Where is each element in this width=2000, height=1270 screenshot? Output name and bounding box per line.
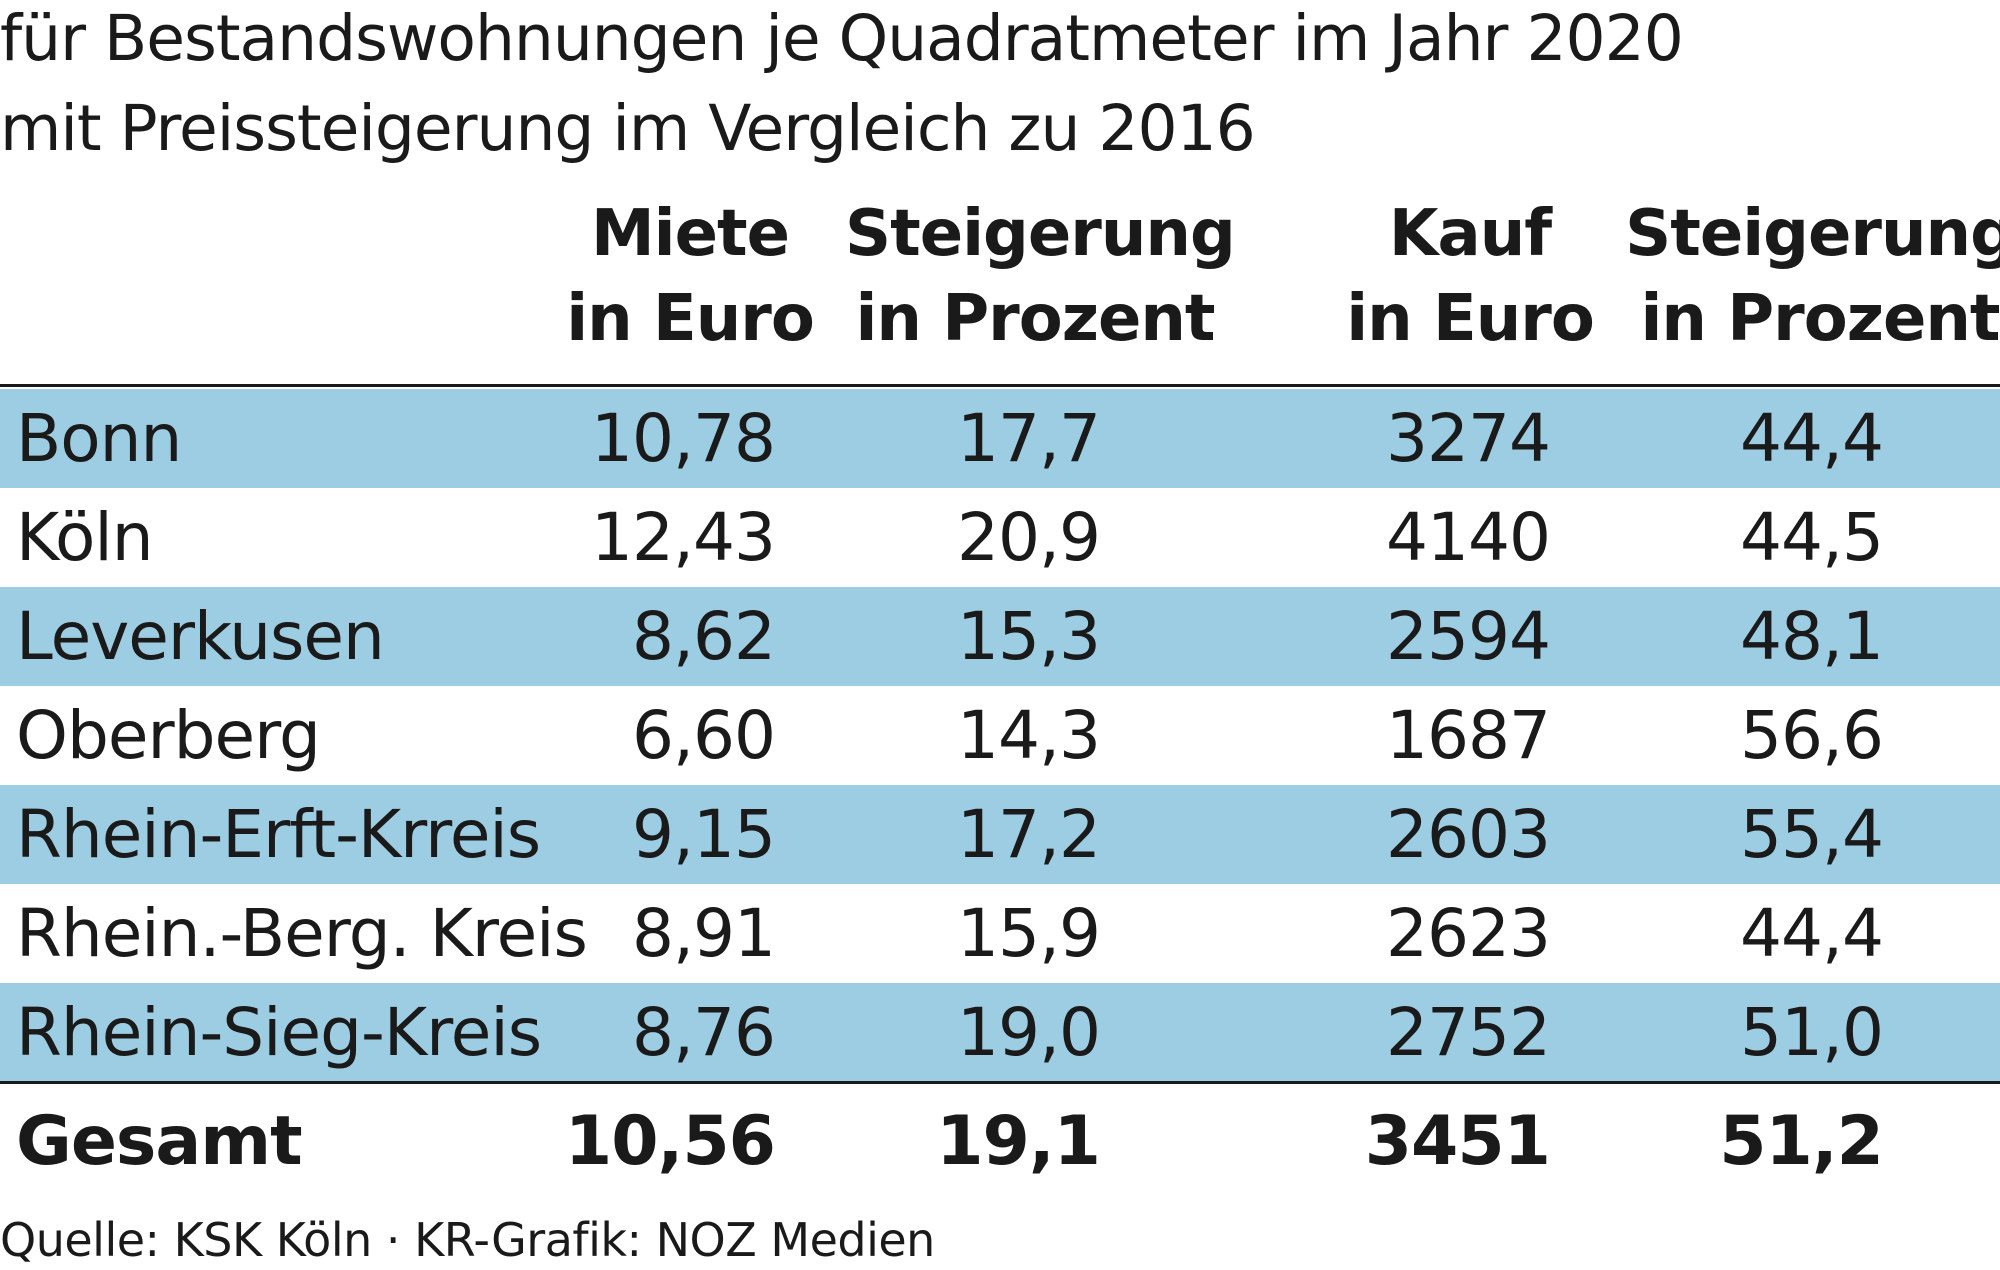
- table-row: Bonn 10,78 17,7 3274 44,4: [0, 389, 2000, 488]
- subtitle-line-1: für Bestandswohnungen je Quadratmeter im…: [0, 2, 1684, 75]
- column-header-miete: Miete in Euro: [565, 192, 815, 362]
- column-header-kauf: Kauf in Euro: [1345, 192, 1595, 362]
- total-label: Gesamt: [16, 1102, 303, 1181]
- row-steigerung-miete: 15,9: [957, 895, 1101, 972]
- row-steigerung-miete: 14,3: [957, 697, 1101, 774]
- column-header-line: in Euro: [566, 282, 815, 356]
- total-miete: 10,56: [564, 1102, 776, 1181]
- row-steigerung-miete: 15,3: [957, 598, 1101, 675]
- row-steigerung-kauf: 56,6: [1740, 697, 1884, 774]
- row-kauf: 2594: [1386, 598, 1551, 675]
- table-row: Köln 12,43 20,9 4140 44,5: [0, 488, 2000, 587]
- row-kauf: 4140: [1386, 499, 1551, 576]
- row-miete: 8,62: [632, 598, 776, 675]
- table-row: Rhein.-Berg. Kreis 8,91 15,9 2623 44,4: [0, 884, 2000, 983]
- column-header-line: in Prozent: [855, 282, 1215, 356]
- column-header-line: Steigerung: [845, 197, 1236, 271]
- row-name: Leverkusen: [16, 598, 385, 675]
- column-header-line: Kauf: [1388, 197, 1552, 271]
- column-header-line: Steigerung: [1625, 197, 2000, 271]
- row-miete: 12,43: [591, 499, 776, 576]
- column-header-line: in Prozent: [1640, 282, 2000, 356]
- row-kauf: 1687: [1386, 697, 1551, 774]
- column-header-line: in Euro: [1346, 282, 1595, 356]
- total-steigerung-miete: 19,1: [936, 1102, 1101, 1181]
- row-steigerung-miete: 19,0: [957, 994, 1101, 1071]
- row-name: Oberberg: [16, 697, 321, 774]
- row-steigerung-kauf: 55,4: [1740, 796, 1884, 873]
- source-note: Quelle: KSK Köln · KR-Grafik: NOZ Medien: [0, 1213, 935, 1267]
- row-name: Rhein-Erft-Krreis: [16, 796, 541, 873]
- subtitle-text: für Bestandswohnungen je Quadratmeter im…: [0, 0, 1684, 174]
- table-row: Rhein-Erft-Krreis 9,15 17,2 2603 55,4: [0, 785, 2000, 884]
- column-header-steigerung-miete: Steigerung in Prozent: [845, 192, 1236, 362]
- row-miete: 8,76: [632, 994, 776, 1071]
- row-kauf: 2752: [1386, 994, 1551, 1071]
- row-steigerung-kauf: 44,4: [1740, 400, 1884, 477]
- row-steigerung-kauf: 44,4: [1740, 895, 1884, 972]
- total-steigerung-kauf: 51,2: [1719, 1102, 1884, 1181]
- row-name: Rhein.-Berg. Kreis: [16, 895, 588, 972]
- table-row: Leverkusen 8,62 15,3 2594 48,1: [0, 587, 2000, 686]
- row-kauf: 2623: [1386, 895, 1551, 972]
- row-kauf: 3274: [1386, 400, 1551, 477]
- row-kauf: 2603: [1386, 796, 1551, 873]
- row-steigerung-kauf: 44,5: [1740, 499, 1884, 576]
- column-header-steigerung-kauf: Steigerung in Prozent: [1620, 192, 2000, 362]
- table-bottom-rule: [0, 1081, 2000, 1084]
- row-steigerung-kauf: 51,0: [1740, 994, 1884, 1071]
- total-kauf: 3451: [1364, 1102, 1551, 1181]
- row-steigerung-kauf: 48,1: [1740, 598, 1884, 675]
- table-row: Rhein-Sieg-Kreis 8,76 19,0 2752 51,0: [0, 983, 2000, 1082]
- row-name: Rhein-Sieg-Kreis: [16, 994, 542, 1071]
- column-header-line: Miete: [590, 197, 790, 271]
- row-miete: 10,78: [591, 400, 776, 477]
- row-name: Bonn: [16, 400, 182, 477]
- total-row: Gesamt 10,56 19,1 3451 51,2: [0, 1090, 2000, 1194]
- row-miete: 8,91: [632, 895, 776, 972]
- row-name: Köln: [16, 499, 154, 576]
- row-steigerung-miete: 17,7: [957, 400, 1101, 477]
- row-miete: 9,15: [632, 796, 776, 873]
- table-top-rule: [0, 384, 2000, 387]
- row-miete: 6,60: [632, 697, 776, 774]
- table-row: Oberberg 6,60 14,3 1687 56,6: [0, 686, 2000, 785]
- row-steigerung-miete: 20,9: [957, 499, 1101, 576]
- row-steigerung-miete: 17,2: [957, 796, 1101, 873]
- subtitle-line-2: mit Preissteigerung im Vergleich zu 2016: [0, 92, 1256, 165]
